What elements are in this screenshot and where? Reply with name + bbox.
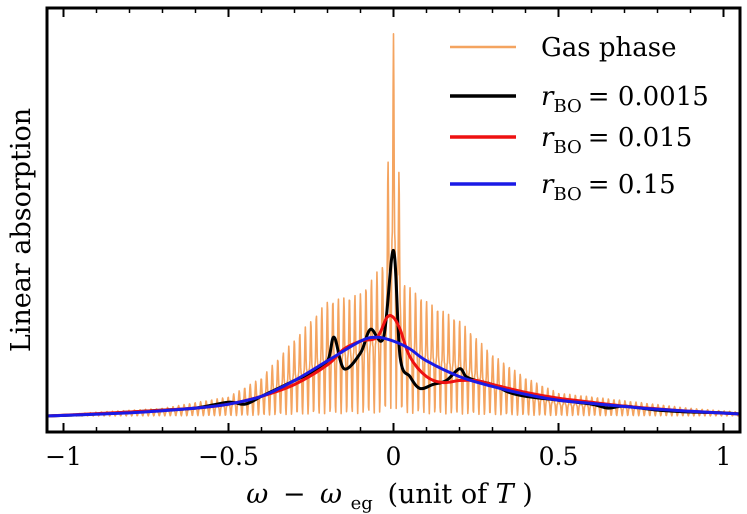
x-label-omega: ω: [246, 479, 268, 510]
x-tick-label: −1: [45, 442, 82, 471]
x-tick-label: 0: [386, 442, 402, 471]
x-label-omega-eg: ω: [320, 479, 342, 510]
legend-label-0: Gas phase: [541, 33, 677, 63]
x-axis-label: ω − ω eg (unit of T ): [246, 479, 533, 514]
x-tick-label: 1: [716, 442, 732, 471]
legend-label-2: rBO = 0.015: [541, 123, 692, 158]
legend: Gas phase rBO = 0.0015 rBO = 0.015 rBO = 0.15: [450, 33, 709, 205]
series-rbo-0.0015-line: [47, 249, 740, 418]
x-label-unit: (unit of: [387, 479, 495, 510]
x-tick-label: 0.5: [539, 442, 579, 471]
x-label-T: T: [496, 479, 516, 510]
legend-label-3: rBO = 0.15: [541, 170, 676, 205]
series-rbo-0.015-line: [47, 314, 740, 418]
x-label-close: ): [522, 479, 533, 510]
legend-label-1: rBO = 0.0015: [541, 82, 709, 117]
x-tick-label: −0.5: [198, 442, 259, 471]
x-label-sub-eg: eg: [351, 493, 373, 514]
axis-ticks: −1 −0.5 0 0.5 1: [45, 8, 731, 471]
series-rbo-0.15-line: [47, 335, 740, 418]
plot-area: [47, 33, 740, 418]
x-label-minus: −: [283, 479, 306, 510]
y-axis-label: Linear absorption: [6, 108, 37, 352]
